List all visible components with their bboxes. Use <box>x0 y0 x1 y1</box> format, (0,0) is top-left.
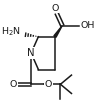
Text: O: O <box>51 4 59 13</box>
Text: H$_2$N: H$_2$N <box>1 26 21 38</box>
Polygon shape <box>54 26 62 37</box>
Text: O: O <box>45 80 52 89</box>
Text: O: O <box>10 80 17 89</box>
Text: OH: OH <box>80 21 95 30</box>
Text: N: N <box>27 48 35 58</box>
